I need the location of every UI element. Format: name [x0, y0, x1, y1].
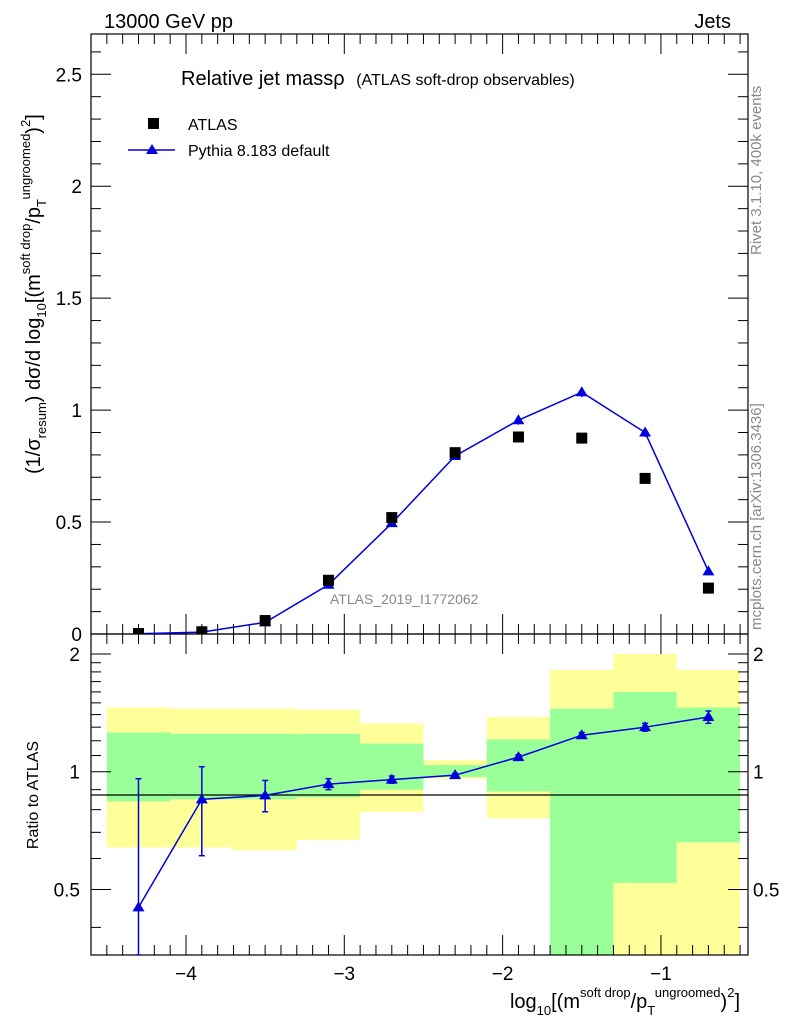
pythia-point: [702, 565, 715, 576]
header-category-label: Jets: [694, 11, 731, 33]
atlas-point: [702, 582, 714, 594]
ratio-y-axis: 0.5 0.5 1 1 2 2: [54, 645, 779, 928]
atlas-point: [449, 447, 461, 459]
legend-atlas-label: ATLAS: [188, 117, 238, 134]
pythia-point: [639, 426, 652, 437]
atlas-point: [132, 628, 144, 634]
rivet-version-label: Rivet 3.1.10, 400k events: [748, 86, 765, 255]
ratio-y-tick-label-right: 0.5: [753, 880, 779, 901]
main-y-axis: 0 0.5 1 1.5 2 2.5: [56, 51, 748, 646]
x-axis: −4 −3 −2 −1: [90, 34, 741, 985]
main-y-tick-label: 2.5: [56, 65, 82, 86]
ratio-pythia-point: [385, 773, 398, 784]
main-chart-title-text: Relative jet massρ: [181, 68, 345, 90]
main-chart-subtitle: (ATLAS soft-drop observables): [356, 72, 574, 89]
legend-pythia-label: Pythia 8.183 default: [188, 143, 330, 160]
ratio-pythia-line: [137, 716, 709, 908]
atlas-point: [196, 626, 208, 634]
ratio-inner-band-8: [613, 691, 677, 883]
ratio-panel-frame: [90, 633, 749, 956]
main-chart-title: Relative jet massρ (ATLAS soft-drop obse…: [181, 68, 575, 90]
ratio-y-axis-label: Ratio to ATLAS: [25, 741, 42, 849]
atlas-point: [259, 615, 271, 627]
analysis-watermark: ATLAS_2019_I1772062: [330, 591, 479, 607]
ratio-y-tick-label-right: 1: [753, 763, 764, 784]
x-tick-label: −3: [333, 964, 355, 985]
legend-pythia-marker: [146, 144, 158, 154]
ratio-pythia-point: [449, 769, 462, 780]
main-y-tick-label: 0: [71, 625, 82, 646]
ratio-pythia-point: [322, 778, 335, 789]
atlas-point: [386, 512, 398, 524]
ratio-pythia-point: [259, 789, 272, 800]
x-tick-label: −2: [492, 964, 514, 985]
ratio-inner-band-6: [486, 739, 551, 792]
ratio-pythia-point: [639, 721, 652, 732]
pythia-point: [575, 386, 588, 397]
x-axis-label: log10[(msoft drop/pTungroomed)2]: [510, 985, 740, 1018]
x-tick-label: −4: [175, 964, 197, 985]
main-data-layer: [132, 386, 715, 634]
ratio-inner-band-9: [676, 707, 741, 843]
pythia-point: [512, 414, 525, 425]
atlas-point: [322, 574, 334, 586]
ratio-y-tick-label-left: 1: [69, 763, 80, 784]
main-y-tick-label: 1.5: [56, 289, 82, 310]
ratio-pythia-point: [195, 793, 208, 804]
mcplots-reference-label: mcplots.cern.ch [arXiv:1306.3436]: [748, 403, 765, 630]
ratio-y-tick-label-left: 0.5: [54, 880, 80, 901]
atlas-point: [639, 472, 651, 484]
ratio-y-tick-label-left: 2: [69, 645, 80, 666]
main-y-tick-label: 0.5: [56, 513, 82, 534]
main-y-axis-label: (1/σresum) dσ/d log10[(msoft drop/pTungr…: [18, 114, 49, 474]
ratio-y-tick-label-right: 2: [753, 645, 764, 666]
atlas-point: [512, 431, 524, 443]
ratio-pythia-point: [512, 751, 525, 762]
ratio-pythia-point: [702, 711, 715, 722]
main-y-tick-label: 1: [71, 401, 82, 422]
x-tick-label: −1: [650, 964, 672, 985]
header-energy-label: 13000 GeV pp: [104, 11, 233, 33]
atlas-point: [576, 432, 588, 444]
pythia-line: [138, 391, 710, 634]
ratio-inner-band-7: [550, 708, 614, 955]
ratio-data-layer: [132, 710, 715, 955]
ratio-pythia-point: [132, 901, 145, 912]
main-y-tick-label: 2: [71, 177, 82, 198]
legend: ATLAS Pythia 8.183 default: [128, 117, 330, 160]
ratio-pythia-point: [575, 729, 588, 740]
legend-atlas-marker: [148, 118, 159, 129]
